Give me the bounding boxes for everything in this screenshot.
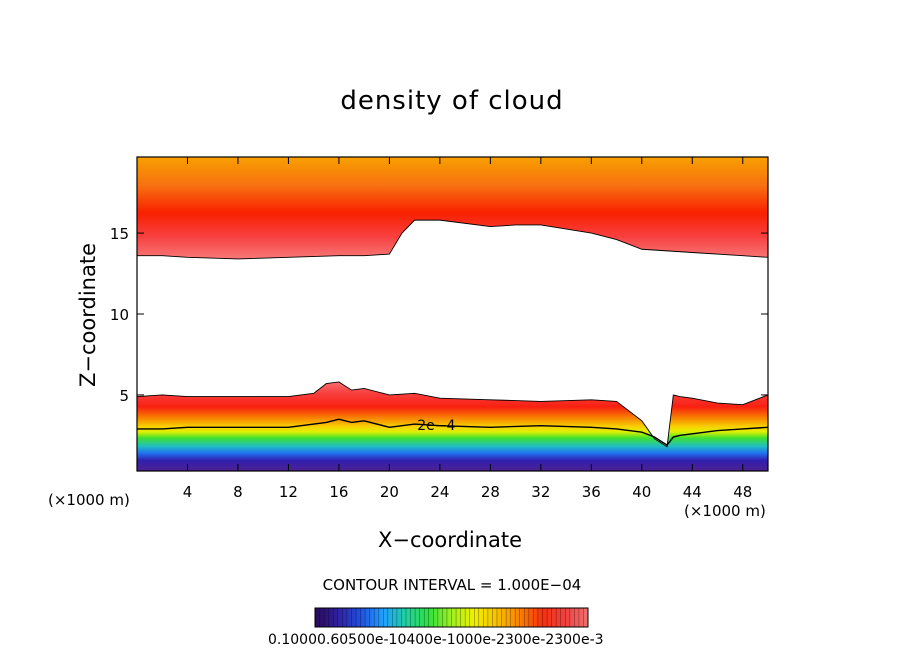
cloud-fields: 2e−4 [137,157,768,471]
x-tick-label: 4 [183,483,193,501]
contour-interval-text: CONTOUR INTERVAL = 1.000E−04 [322,576,582,594]
chart-title: density of cloud [340,86,564,116]
x-tick-label: 8 [233,483,243,501]
upper-cloud-base-contour [137,219,768,260]
contour-line-2e-4 [137,418,768,447]
x-tick-label: 36 [582,483,601,501]
x-tick-label: 28 [481,483,500,501]
x-tick-label: 40 [632,483,651,501]
colorbar [314,607,589,628]
y-tick-label: 5 [119,387,129,405]
lower-cloud-top-contour [137,381,768,448]
x-tick-label: 48 [733,483,752,501]
x-tick-label: 44 [683,483,702,501]
x-unit-label-right: (×1000 m) [684,502,766,520]
y-tick-label: 15 [110,225,129,243]
x-tick-label: 12 [279,483,298,501]
x-tick-label: 20 [380,483,399,501]
contour-label: 2e−4 [417,418,455,434]
x-tick-label: 16 [329,483,348,501]
y-axis-label: Z−coordinate [76,243,100,387]
x-tick-label: 24 [430,483,449,501]
x-unit-label-left: (×1000 m) [48,491,130,509]
x-tick-label: 32 [531,483,550,501]
x-axis-label: X−coordinate [0,528,904,552]
colorbar-labels: 0.10000.60500e-10400e-1000e-2300e-2300e-… [268,632,604,648]
upper-cloud-field [137,157,768,259]
x-axis-label-text: X−coordinate [378,528,522,552]
y-tick-label: 10 [110,306,129,324]
